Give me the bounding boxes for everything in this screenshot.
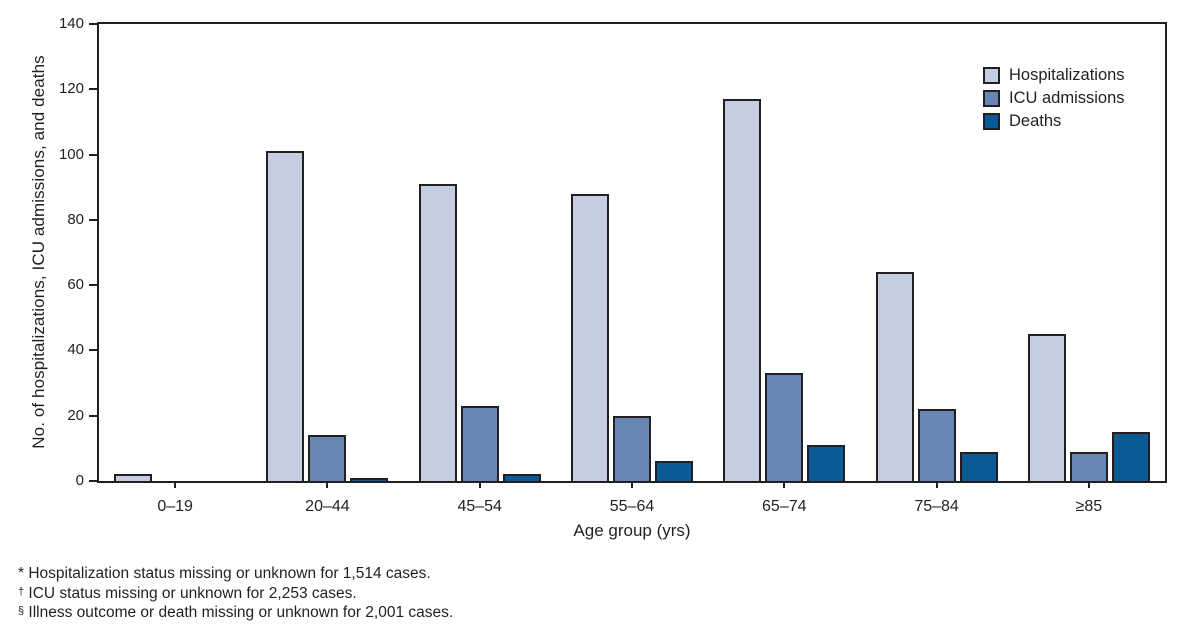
bar-icu-admissions-1 xyxy=(308,435,347,481)
footnote-symbol: † xyxy=(18,585,25,598)
bar-icu-admissions-2 xyxy=(460,406,499,481)
bar-hospitalizations-1 xyxy=(266,151,305,481)
y-axis-tick-label: 60 xyxy=(67,276,84,294)
y-axis-tick-label: 140 xyxy=(58,15,84,32)
footnote-symbol: § xyxy=(18,605,25,617)
bar-deaths-5 xyxy=(959,452,998,481)
legend-label: Deaths xyxy=(1009,112,1062,130)
y-axis-tick xyxy=(89,480,97,482)
x-axis-tick xyxy=(1087,481,1090,488)
legend-item: Hospitalizations xyxy=(983,66,1125,84)
bar-hospitalizations-2 xyxy=(418,184,457,481)
bar-hospitalizations-5 xyxy=(875,272,914,481)
x-axis-tick xyxy=(631,481,633,488)
bar-icu-admissions-6 xyxy=(1069,452,1108,481)
legend: Hospitalizations ICU admissions Deaths xyxy=(983,66,1125,135)
legend-label: ICU admissions xyxy=(1009,89,1125,107)
bar-deaths-1 xyxy=(350,478,389,481)
footnote-line: § Illness outcome or death missing or un… xyxy=(18,604,454,621)
bar-deaths-2 xyxy=(502,474,541,481)
bar-icu-admissions-3 xyxy=(613,416,651,481)
y-axis-tick xyxy=(89,218,97,221)
footnote-symbol: * xyxy=(18,565,25,582)
y-axis-tick-label: 80 xyxy=(67,210,84,228)
x-axis-tick xyxy=(174,481,177,488)
footnote-line: * Hospitalization status missing or unkn… xyxy=(18,565,431,582)
y-axis-tick xyxy=(89,414,97,417)
x-axis-tick-label: 75–84 xyxy=(914,498,959,515)
x-axis-tick-label: 55–64 xyxy=(609,498,655,515)
plot-area: Hospitalizations ICU admissions Deaths xyxy=(89,22,1167,488)
y-axis-tick xyxy=(89,153,97,156)
y-axis-tick-label: 40 xyxy=(67,341,84,359)
y-axis-tick xyxy=(89,349,97,352)
y-axis-tick xyxy=(89,23,97,25)
y-axis-tick-label: 120 xyxy=(58,80,84,98)
bar-hospitalizations-4 xyxy=(723,99,762,481)
bar-deaths-4 xyxy=(807,445,846,481)
bar-icu-admissions-5 xyxy=(917,409,956,481)
bar-hospitalizations-6 xyxy=(1027,334,1066,481)
y-axis-tick-label: 100 xyxy=(58,145,84,163)
footnotes: * Hospitalization status missing or unkn… xyxy=(18,564,453,623)
x-axis-tick-label: 65–74 xyxy=(762,498,807,515)
x-axis-tick xyxy=(326,481,329,488)
x-axis-tick-label: 45–54 xyxy=(457,498,502,515)
legend-swatch-icon xyxy=(983,66,1000,84)
bar-hospitalizations-3 xyxy=(571,194,609,481)
y-axis-tick-label: 0 xyxy=(75,472,84,489)
x-axis-tick-label: 0–19 xyxy=(157,498,193,515)
y-axis-tick xyxy=(89,88,97,91)
x-axis-tick-label: 20–44 xyxy=(305,498,350,515)
y-axis-tick-label: 20 xyxy=(67,406,84,424)
y-axis-tick xyxy=(89,284,97,287)
bar-deaths-6 xyxy=(1111,432,1150,481)
legend-item: ICU admissions xyxy=(983,89,1125,107)
x-axis-tick xyxy=(478,481,481,488)
x-axis-tick xyxy=(783,481,786,488)
legend-swatch-icon xyxy=(983,89,1000,107)
legend-item: Deaths xyxy=(983,112,1125,130)
legend-label: Hospitalizations xyxy=(1009,66,1125,84)
bar-deaths-3 xyxy=(655,461,693,481)
x-axis-tick-label: ≥85 xyxy=(1075,498,1103,515)
bar-hospitalizations-0 xyxy=(114,474,153,481)
bar-icu-admissions-4 xyxy=(765,373,804,481)
footnote-line: † ICU status missing or unknown for 2,25… xyxy=(18,584,357,602)
y-axis-title: No. of hospitalizations, ICU admissions,… xyxy=(29,55,48,449)
x-axis-tick xyxy=(935,481,938,488)
legend-swatch-icon xyxy=(983,112,1000,130)
x-axis-title: Age group (yrs) xyxy=(573,521,691,540)
